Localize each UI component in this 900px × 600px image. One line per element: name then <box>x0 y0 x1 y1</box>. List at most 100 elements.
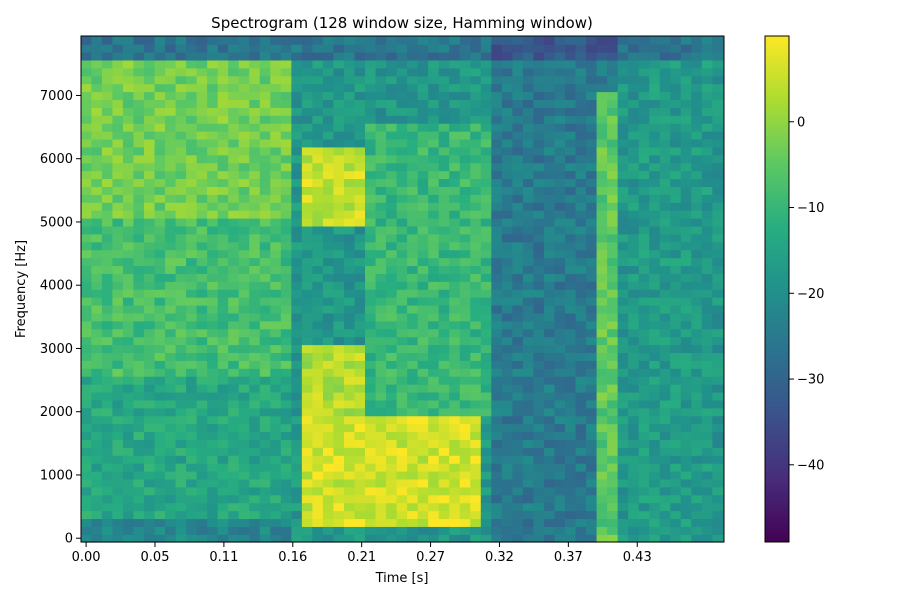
heatmap-cell <box>238 297 250 306</box>
heatmap-cell <box>470 257 482 267</box>
heatmap-cell <box>259 99 271 108</box>
heatmap-cell <box>691 194 703 203</box>
heatmap-cell <box>649 131 661 140</box>
heatmap-cell <box>533 131 545 140</box>
heatmap-cell <box>217 471 229 480</box>
heatmap-cell <box>375 391 387 401</box>
colorbar-tick-label: 0 <box>797 115 805 130</box>
heatmap-cell <box>259 510 271 520</box>
heatmap-cell <box>259 154 271 164</box>
heatmap-cell <box>91 463 103 472</box>
heatmap-cell <box>280 415 292 425</box>
heatmap-cell <box>312 138 324 148</box>
heatmap-cell <box>228 249 240 259</box>
heatmap-cell <box>449 265 461 274</box>
heatmap-cell <box>322 107 335 116</box>
heatmap-cell <box>691 241 703 251</box>
heatmap-cell <box>533 107 545 116</box>
heatmap-cell <box>301 423 313 433</box>
heatmap-cell <box>607 225 619 235</box>
heatmap-cell <box>228 494 240 504</box>
heatmap-cell <box>354 407 366 417</box>
heatmap-cell <box>175 51 187 61</box>
heatmap-cell <box>238 162 250 172</box>
heatmap-cell <box>207 352 219 361</box>
heatmap-cell <box>270 304 282 314</box>
heatmap-cell <box>480 241 492 251</box>
heatmap-cell <box>712 304 724 314</box>
heatmap-cell <box>712 518 724 527</box>
heatmap-cell <box>459 225 471 235</box>
heatmap-cell <box>259 265 271 274</box>
heatmap-cell <box>438 138 450 148</box>
heatmap-cell <box>238 463 250 472</box>
heatmap-cell <box>428 415 440 425</box>
heatmap-cell <box>175 146 187 156</box>
heatmap-cell <box>638 510 650 520</box>
heatmap-cell <box>301 352 313 361</box>
heatmap-cell <box>617 518 629 527</box>
heatmap-cell <box>165 273 177 282</box>
heatmap-cell <box>217 447 229 456</box>
heatmap-cell <box>249 146 261 156</box>
heatmap-cell <box>365 447 377 456</box>
heatmap-cell <box>154 194 166 203</box>
heatmap-cell <box>280 368 292 377</box>
heatmap-cell <box>196 170 208 180</box>
heatmap-cell <box>291 178 303 187</box>
heatmap-cell <box>375 44 387 53</box>
heatmap-cell <box>607 399 619 409</box>
heatmap-cell <box>575 36 587 45</box>
heatmap-cell <box>228 510 240 520</box>
heatmap-cell <box>670 352 682 361</box>
heatmap-cell <box>217 146 229 156</box>
heatmap-cell <box>259 289 271 298</box>
heatmap-cell <box>81 115 92 124</box>
heatmap-cell <box>628 486 640 496</box>
colorbar-tick-label: −30 <box>797 373 824 388</box>
heatmap-cell <box>691 289 703 298</box>
chart-title: Spectrogram (128 window size, Hamming wi… <box>211 14 593 32</box>
heatmap-cell <box>101 431 114 440</box>
heatmap-cell <box>501 210 513 219</box>
heatmap-cell <box>438 44 450 53</box>
heatmap-cell <box>143 138 156 148</box>
heatmap-cell <box>554 478 566 488</box>
heatmap-cell <box>649 36 661 45</box>
heatmap-cell <box>670 162 682 172</box>
heatmap-cell <box>543 170 556 180</box>
heatmap-cell <box>480 526 492 535</box>
heatmap-cell <box>680 131 692 140</box>
heatmap-cell <box>122 439 135 448</box>
heatmap-cell <box>101 518 114 527</box>
heatmap-cell <box>249 518 261 527</box>
heatmap-cell <box>333 423 345 433</box>
heatmap-cell <box>459 391 471 401</box>
heatmap-cell <box>407 510 419 520</box>
heatmap-cell <box>301 146 313 156</box>
heatmap-cell <box>165 91 177 101</box>
heatmap-cell <box>396 344 408 354</box>
heatmap-cell <box>470 99 482 108</box>
heatmap-cell <box>407 455 419 464</box>
heatmap-cell <box>291 399 303 409</box>
heatmap-cell <box>712 51 724 61</box>
heatmap-cell <box>186 75 198 85</box>
heatmap-cell <box>259 526 271 535</box>
heatmap-cell <box>186 202 198 211</box>
heatmap-cell <box>512 146 524 156</box>
heatmap-cell <box>143 289 156 298</box>
heatmap-cell <box>617 123 629 132</box>
heatmap-cell <box>575 328 587 338</box>
heatmap-cell <box>659 241 671 251</box>
heatmap-cell <box>112 202 124 211</box>
heatmap-cell <box>533 384 545 393</box>
heatmap-cell <box>712 407 724 417</box>
heatmap-cell <box>638 352 650 361</box>
heatmap-cell <box>333 170 345 180</box>
heatmap-cell <box>143 360 156 369</box>
heatmap-cell <box>407 336 419 346</box>
heatmap-cell <box>712 83 724 93</box>
heatmap-cell <box>238 502 250 512</box>
heatmap-cell <box>459 439 471 448</box>
